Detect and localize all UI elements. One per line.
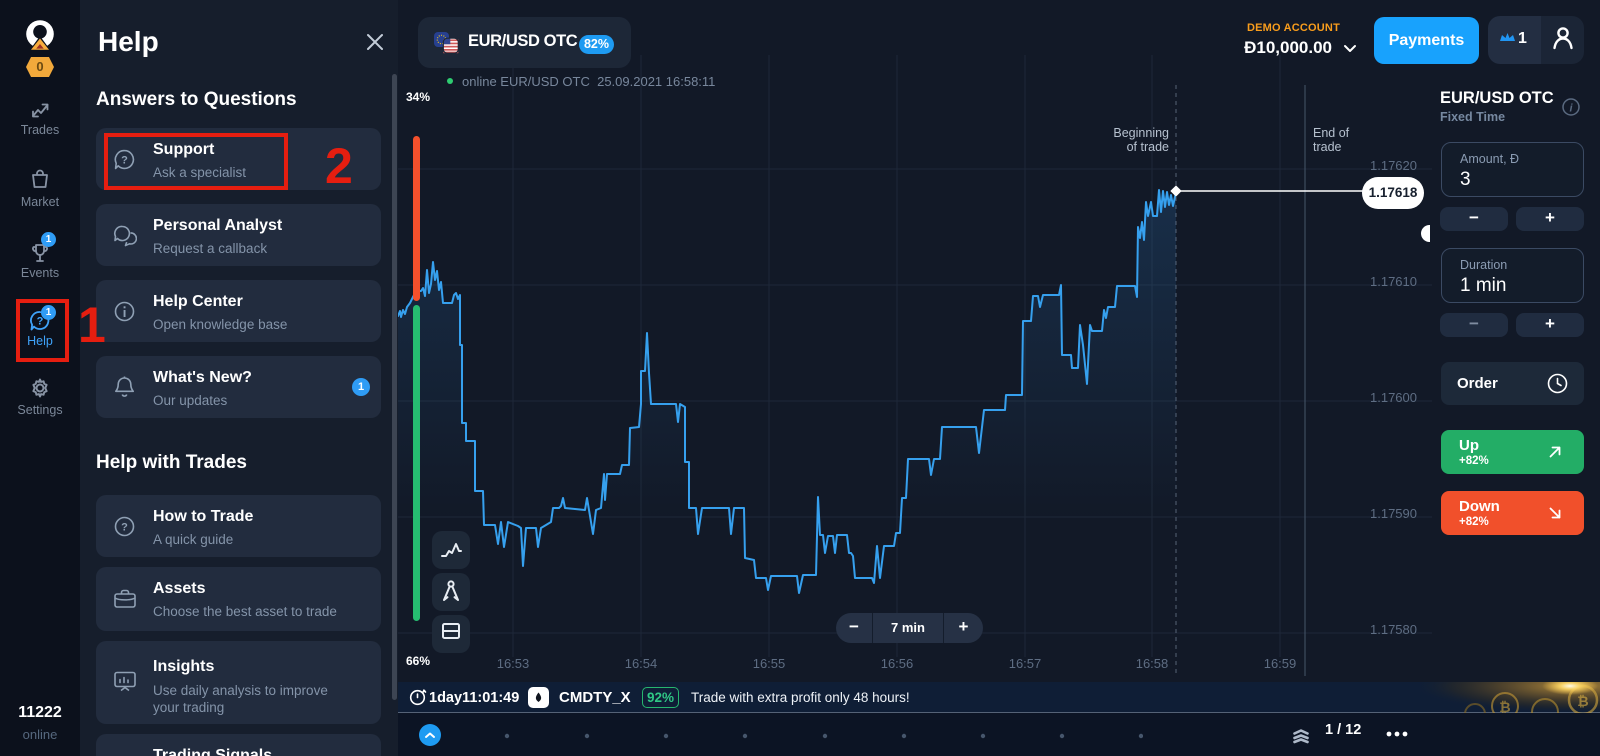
svg-text:trade: trade [1313,140,1342,154]
svg-text:1.17580: 1.17580 [1370,622,1417,637]
svg-text:16:58: 16:58 [1136,656,1169,671]
svg-text:16:53: 16:53 [497,656,530,671]
svg-text:?: ? [37,316,44,328]
svg-text:16:55: 16:55 [753,656,786,671]
svg-text:1.17610: 1.17610 [1370,274,1417,289]
svg-text:16:59: 16:59 [1264,656,1297,671]
svg-text:1.17618: 1.17618 [1369,185,1418,200]
svg-text:1.17620: 1.17620 [1370,158,1417,173]
svg-text:₿: ₿ [1499,699,1510,713]
svg-text:Beginning: Beginning [1113,126,1169,140]
svg-text:16:57: 16:57 [1009,656,1042,671]
svg-text:?: ? [121,155,128,167]
svg-text:₿: ₿ [1577,693,1588,709]
svg-text:1.17590: 1.17590 [1370,506,1417,521]
svg-text:End of: End of [1313,126,1350,140]
svg-text:i: i [1569,103,1573,115]
svg-text:of trade: of trade [1127,140,1169,154]
svg-text:16:56: 16:56 [881,656,914,671]
svg-text:16:54: 16:54 [625,656,658,671]
svg-text:?: ? [121,522,128,534]
svg-text:66%: 66% [406,654,430,668]
svg-text:1.17600: 1.17600 [1370,390,1417,405]
svg-text:34%: 34% [406,90,430,104]
